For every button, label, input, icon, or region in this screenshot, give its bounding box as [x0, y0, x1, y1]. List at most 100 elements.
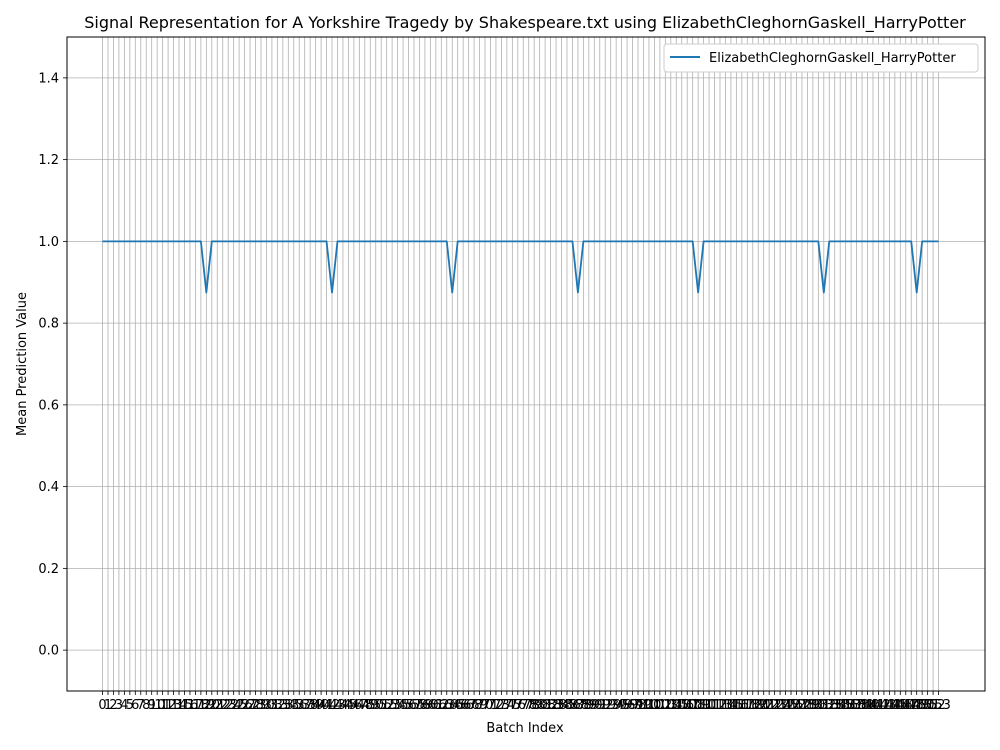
x-tick-label: 108: [680, 698, 705, 713]
x-tick-label: 24: [225, 698, 242, 713]
x-tick-label: 25: [231, 698, 248, 713]
y-tick-label: 1.2: [38, 153, 59, 168]
x-tick-label: 150: [910, 698, 935, 713]
horizontal-grid-lines: [67, 77, 985, 651]
x-tick-label: 14: [171, 698, 188, 713]
series-line: [102, 240, 939, 294]
x-tick-label: 101: [642, 698, 667, 713]
x-tick-label: 114: [713, 698, 738, 713]
x-axis-ticks: 0123456789101112131415161718192021222324…: [98, 691, 951, 713]
series-group: [102, 240, 939, 294]
vertical-grid-lines: [102, 37, 939, 691]
x-tick-label: 72: [488, 698, 505, 713]
x-tick-label: 95: [613, 698, 630, 713]
x-tick-label: 75: [504, 698, 521, 713]
x-tick-label: 106: [669, 698, 694, 713]
x-tick-label: 11: [154, 698, 171, 713]
x-tick-label: 104: [658, 698, 683, 713]
x-tick-label: 4: [120, 698, 128, 713]
x-tick-label: 119: [740, 698, 765, 713]
x-tick-label: 69: [471, 698, 488, 713]
x-tick-label: 54: [389, 698, 406, 713]
x-tick-label: 134: [822, 698, 847, 713]
y-tick-label: 1.4: [38, 71, 59, 86]
x-tick-label: 5: [126, 698, 134, 713]
x-tick-label: 36: [291, 698, 308, 713]
x-tick-label: 22: [214, 698, 231, 713]
x-tick-label: 143: [871, 698, 896, 713]
x-tick-label: 3: [115, 698, 123, 713]
x-tick-label: 0: [98, 698, 106, 713]
x-tick-label: 117: [729, 698, 754, 713]
x-tick-label: 131: [806, 698, 831, 713]
chart-title: Signal Representation for A Yorkshire Tr…: [84, 13, 966, 33]
x-tick-label: 83: [548, 698, 565, 713]
x-tick-label: 81: [537, 698, 554, 713]
x-tick-label: 32: [269, 698, 286, 713]
y-axis-label: Mean Prediction Value: [15, 292, 30, 436]
x-tick-label: 7: [137, 698, 145, 713]
x-tick-label: 130: [800, 698, 825, 713]
x-tick-label: 93: [602, 698, 619, 713]
x-tick-label: 57: [406, 698, 423, 713]
x-tick-label: 63: [438, 698, 455, 713]
legend-box: [663, 43, 979, 73]
x-axis-label: Batch Index: [486, 721, 564, 736]
x-tick-label: 74: [499, 698, 516, 713]
x-tick-label: 145: [882, 698, 907, 713]
x-tick-label: 10: [149, 698, 166, 713]
x-tick-label: 94: [608, 698, 625, 713]
x-tick-label: 73: [493, 698, 510, 713]
x-tick-label: 78: [520, 698, 537, 713]
x-tick-label: 51: [373, 698, 390, 713]
x-tick-label: 82: [542, 698, 559, 713]
x-tick-label: 38: [302, 698, 319, 713]
x-tick-label: 46: [346, 698, 363, 713]
x-tick-label: 77: [515, 698, 532, 713]
x-tick-label: 47: [351, 698, 368, 713]
x-tick-label: 97: [624, 698, 641, 713]
x-tick-label: 23: [220, 698, 237, 713]
x-tick-label: 29: [253, 698, 270, 713]
x-tick-label: 56: [400, 698, 417, 713]
x-tick-label: 152: [921, 698, 946, 713]
x-tick-label: 17: [187, 698, 204, 713]
x-tick-label: 1: [104, 698, 112, 713]
x-tick-label: 112: [702, 698, 727, 713]
x-tick-label: 90: [586, 698, 603, 713]
x-tick-label: 89: [581, 698, 598, 713]
x-tick-label: 105: [664, 698, 689, 713]
x-tick-label: 132: [811, 698, 836, 713]
x-tick-label: 121: [751, 698, 776, 713]
x-tick-label: 107: [675, 698, 700, 713]
x-tick-label: 64: [444, 698, 461, 713]
x-tick-label: 151: [915, 698, 940, 713]
x-tick-label: 102: [647, 698, 672, 713]
x-tick-label: 50: [367, 698, 384, 713]
x-tick-label: 67: [460, 698, 477, 713]
x-tick-label: 30: [258, 698, 275, 713]
x-tick-label: 16: [182, 698, 199, 713]
x-tick-label: 122: [757, 698, 782, 713]
x-tick-label: 9: [148, 698, 156, 713]
x-tick-label: 18: [193, 698, 210, 713]
x-tick-label: 147: [893, 698, 918, 713]
x-tick-label: 37: [296, 698, 313, 713]
x-tick-label: 124: [768, 698, 793, 713]
x-tick-label: 21: [209, 698, 226, 713]
x-tick-label: 98: [630, 698, 647, 713]
x-tick-label: 138: [844, 698, 869, 713]
x-tick-label: 42: [324, 698, 341, 713]
y-axis-ticks: 0.0 0.2 0.4 0.6 0.8 1.0 1.2 1.4: [38, 71, 67, 659]
x-tick-label: 27: [242, 698, 259, 713]
x-tick-label: 71: [482, 698, 499, 713]
x-tick-label: 40: [313, 698, 330, 713]
x-tick-label: 127: [784, 698, 809, 713]
x-tick-label: 76: [510, 698, 527, 713]
x-tick-label: 39: [307, 698, 324, 713]
x-tick-label: 133: [817, 698, 842, 713]
x-tick-label: 59: [417, 698, 434, 713]
x-tick-label: 43: [329, 698, 346, 713]
x-tick-label: 135: [828, 698, 853, 713]
